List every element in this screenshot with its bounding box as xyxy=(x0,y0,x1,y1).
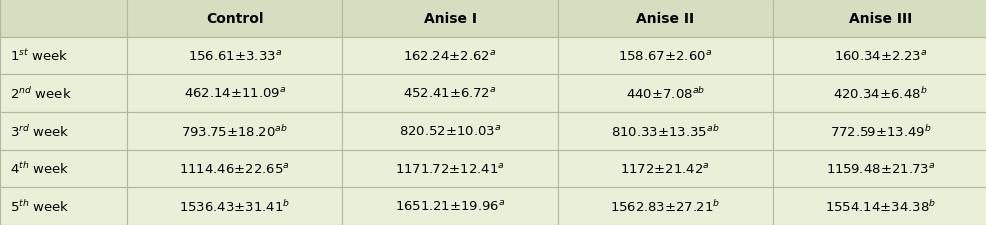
Text: 810.33±13.35$^{ab}$: 810.33±13.35$^{ab}$ xyxy=(611,123,720,139)
Text: 462.14±11.09$^{a}$: 462.14±11.09$^{a}$ xyxy=(183,87,286,101)
FancyBboxPatch shape xyxy=(127,38,342,75)
FancyBboxPatch shape xyxy=(0,38,127,75)
Text: 162.24±2.62$^{a}$: 162.24±2.62$^{a}$ xyxy=(403,49,497,63)
FancyBboxPatch shape xyxy=(558,0,773,38)
FancyBboxPatch shape xyxy=(0,150,127,187)
Text: 1171.72±12.41$^{a}$: 1171.72±12.41$^{a}$ xyxy=(395,162,505,176)
Text: 156.61±3.33$^{a}$: 156.61±3.33$^{a}$ xyxy=(187,49,282,63)
FancyBboxPatch shape xyxy=(773,187,986,225)
FancyBboxPatch shape xyxy=(773,38,986,75)
Text: 158.67±2.60$^{a}$: 158.67±2.60$^{a}$ xyxy=(618,49,712,63)
FancyBboxPatch shape xyxy=(0,0,127,38)
FancyBboxPatch shape xyxy=(342,187,558,225)
FancyBboxPatch shape xyxy=(342,38,558,75)
Text: 1114.46±22.65$^{a}$: 1114.46±22.65$^{a}$ xyxy=(179,162,290,176)
FancyBboxPatch shape xyxy=(127,150,342,187)
Text: 1$^{st}$ week: 1$^{st}$ week xyxy=(10,48,68,64)
Text: 420.34±6.48$^{b}$: 420.34±6.48$^{b}$ xyxy=(833,86,928,102)
FancyBboxPatch shape xyxy=(342,0,558,38)
Text: 1651.21±19.96$^{a}$: 1651.21±19.96$^{a}$ xyxy=(395,199,505,213)
FancyBboxPatch shape xyxy=(773,112,986,150)
FancyBboxPatch shape xyxy=(127,75,342,112)
FancyBboxPatch shape xyxy=(127,112,342,150)
FancyBboxPatch shape xyxy=(773,150,986,187)
Text: 160.34±2.23$^{a}$: 160.34±2.23$^{a}$ xyxy=(834,49,927,63)
FancyBboxPatch shape xyxy=(342,112,558,150)
Text: Control: Control xyxy=(206,12,263,26)
Text: 820.52±10.03$^{a}$: 820.52±10.03$^{a}$ xyxy=(398,124,501,138)
Text: 452.41±6.72$^{a}$: 452.41±6.72$^{a}$ xyxy=(403,87,497,101)
FancyBboxPatch shape xyxy=(0,75,127,112)
FancyBboxPatch shape xyxy=(127,0,342,38)
FancyBboxPatch shape xyxy=(558,187,773,225)
Text: Anise III: Anise III xyxy=(849,12,912,26)
Text: Anise I: Anise I xyxy=(424,12,476,26)
Text: 1536.43±31.41$^{b}$: 1536.43±31.41$^{b}$ xyxy=(179,198,291,214)
FancyBboxPatch shape xyxy=(558,150,773,187)
FancyBboxPatch shape xyxy=(127,187,342,225)
FancyBboxPatch shape xyxy=(558,112,773,150)
Text: 1159.48±21.73$^{a}$: 1159.48±21.73$^{a}$ xyxy=(826,162,935,176)
FancyBboxPatch shape xyxy=(342,75,558,112)
Text: 1562.83±27.21$^{b}$: 1562.83±27.21$^{b}$ xyxy=(610,198,721,214)
FancyBboxPatch shape xyxy=(0,112,127,150)
Text: 5$^{th}$ week: 5$^{th}$ week xyxy=(10,198,69,214)
FancyBboxPatch shape xyxy=(773,75,986,112)
Text: 772.59±13.49$^{b}$: 772.59±13.49$^{b}$ xyxy=(829,123,932,139)
Text: 440±7.08$^{ab}$: 440±7.08$^{ab}$ xyxy=(626,86,705,102)
Text: 1172±21.42$^{a}$: 1172±21.42$^{a}$ xyxy=(620,162,710,176)
FancyBboxPatch shape xyxy=(558,75,773,112)
Text: 3$^{rd}$ week: 3$^{rd}$ week xyxy=(10,123,69,139)
Text: 4$^{th}$ week: 4$^{th}$ week xyxy=(10,161,69,177)
FancyBboxPatch shape xyxy=(342,150,558,187)
FancyBboxPatch shape xyxy=(0,187,127,225)
Text: 793.75±18.20$^{ab}$: 793.75±18.20$^{ab}$ xyxy=(181,123,288,139)
Text: Anise II: Anise II xyxy=(636,12,694,26)
FancyBboxPatch shape xyxy=(773,0,986,38)
Text: 2$^{nd}$ week: 2$^{nd}$ week xyxy=(10,86,72,102)
FancyBboxPatch shape xyxy=(558,38,773,75)
Text: 1554.14±34.38$^{b}$: 1554.14±34.38$^{b}$ xyxy=(825,198,937,214)
